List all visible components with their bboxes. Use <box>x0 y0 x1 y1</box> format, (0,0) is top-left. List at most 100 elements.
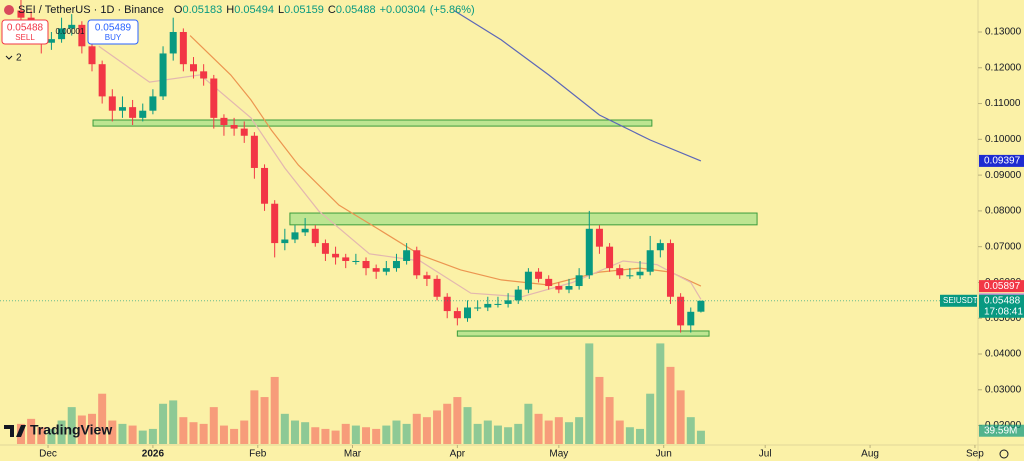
candle-body <box>413 250 421 276</box>
candle-body <box>545 278 553 287</box>
candle-body <box>169 31 177 54</box>
volume-bar <box>676 390 685 444</box>
candle-body <box>352 260 360 262</box>
legend-item: C <box>328 4 336 16</box>
volume-bar <box>67 407 76 444</box>
volume-bar <box>504 427 513 444</box>
candle-body <box>575 275 583 287</box>
candle-body <box>189 64 197 72</box>
candle-body <box>88 46 96 65</box>
candle-body <box>392 260 400 269</box>
countdown: 17:08:41 <box>984 306 1023 317</box>
x-tick-label: May <box>549 449 568 460</box>
candle-body <box>626 275 634 277</box>
candle-body <box>200 71 208 79</box>
candle-body <box>118 107 126 111</box>
symbol-icon <box>4 5 14 15</box>
candle-body <box>271 203 279 244</box>
volume-bar <box>392 420 401 444</box>
volume-bar <box>625 427 634 444</box>
ma-last-value: 0.05897 <box>984 281 1021 292</box>
indicators-count[interactable]: 2 <box>16 53 22 64</box>
candle-body <box>585 228 593 276</box>
y-tick-label: 0.08000 <box>985 206 1022 217</box>
candle-body <box>332 253 340 258</box>
candle-body <box>311 228 319 244</box>
candle-body <box>555 286 563 290</box>
volume-bar <box>615 420 624 444</box>
candle-body <box>656 243 664 251</box>
candle-body <box>524 271 532 290</box>
candle-body <box>666 243 674 297</box>
candle-body <box>139 110 147 118</box>
candle-body <box>291 232 299 240</box>
ma-last-value-bg <box>979 280 1024 293</box>
volume-bar <box>656 343 665 444</box>
legend-item: L <box>278 4 284 16</box>
candle-body <box>321 243 329 254</box>
candle-body <box>98 64 106 97</box>
volume-bar <box>250 390 259 444</box>
candle-body <box>159 53 167 97</box>
buy-button[interactable] <box>87 19 139 45</box>
volume-bar <box>280 413 289 444</box>
candle-body <box>474 307 482 309</box>
legend-item: 0.05488 <box>336 4 376 16</box>
candle-body <box>179 31 187 65</box>
volume-bar <box>57 420 66 444</box>
candle-body <box>17 10 25 18</box>
candle-body <box>514 289 522 301</box>
volume-bar <box>209 407 218 444</box>
candle-body <box>240 128 248 136</box>
candle-body <box>697 300 705 312</box>
volume-bar <box>605 397 614 444</box>
volume-bar <box>37 427 46 444</box>
volume-bar <box>453 397 462 444</box>
candle-body <box>58 28 66 40</box>
volume-bar <box>646 393 655 444</box>
volume-bar <box>686 417 695 444</box>
logo-icon <box>4 425 26 437</box>
sell-button[interactable] <box>1 19 49 45</box>
candle-body <box>362 260 370 269</box>
candle-body <box>484 303 492 308</box>
x-tick-label: Mar <box>344 449 362 460</box>
candle-body <box>68 24 76 29</box>
candle-body <box>230 125 238 129</box>
candle-body <box>687 311 695 326</box>
volume-bar <box>372 428 381 444</box>
volume-bar <box>341 423 350 444</box>
last-price-bg <box>979 294 1024 318</box>
x-tick-label: Feb <box>249 449 267 460</box>
buy-label: BUY <box>105 33 122 42</box>
buy-price: 0.05489 <box>95 23 132 34</box>
legend-item: O <box>174 4 183 16</box>
last-volume-bg <box>979 424 1024 437</box>
legend-header: SEI / TetherUS · 1D · Binance O0.05183 H0.… <box>18 4 475 16</box>
candle-body <box>250 135 258 168</box>
volume-bar <box>696 430 705 444</box>
ticker-tag-bg <box>940 294 977 307</box>
volume-bar <box>179 417 188 444</box>
settings-icon[interactable] <box>999 449 1009 459</box>
candle-body <box>423 275 431 279</box>
candle-body <box>281 239 289 244</box>
volume-bar <box>412 413 421 444</box>
candle-body <box>433 278 441 297</box>
volume-bar <box>301 422 310 444</box>
legend-item: 0.05494 <box>234 4 274 16</box>
volume-bar <box>118 423 127 444</box>
support-resistance-zone <box>456 330 710 337</box>
candle-body <box>443 296 451 312</box>
candle-body <box>535 271 543 279</box>
volume-bar <box>666 366 675 444</box>
volume-bar <box>47 428 56 444</box>
volume-bar <box>443 403 452 444</box>
candle-body <box>129 107 137 118</box>
volume-bar <box>189 422 198 444</box>
volume-bar <box>514 423 523 444</box>
x-tick-label: Aug <box>861 449 879 460</box>
volume-bar <box>108 420 117 444</box>
spread: 0.00001 <box>56 27 85 36</box>
